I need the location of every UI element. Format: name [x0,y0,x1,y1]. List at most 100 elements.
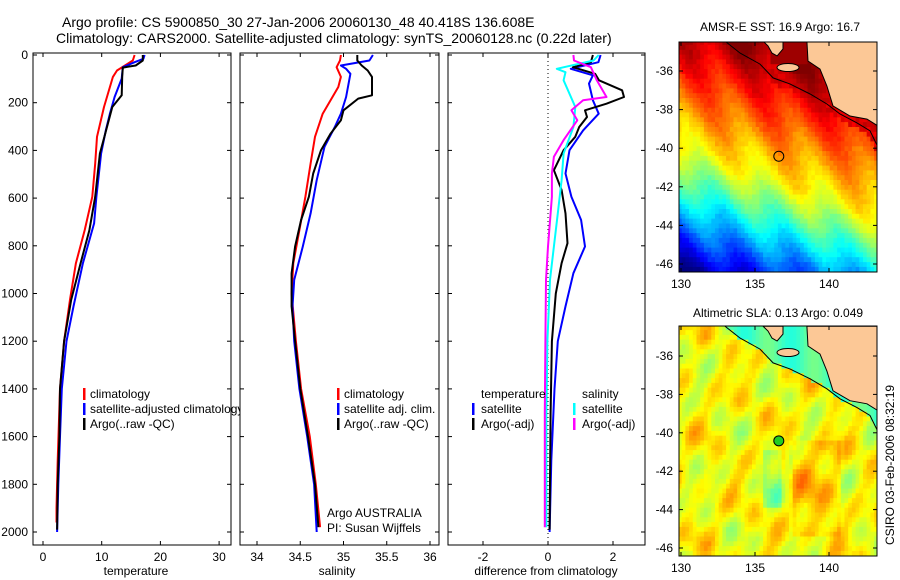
map-cell [729,536,735,542]
map-cell [814,536,820,542]
map-cell [752,464,757,470]
map-cell [826,107,831,114]
map-cell [766,194,772,200]
map-cell [726,339,731,346]
map-cell [740,373,746,379]
map-cell [711,555,716,556]
map-cell [789,382,794,389]
map-cell [703,54,709,60]
map-cell [755,180,760,186]
map-cell [829,392,834,398]
map-cell [763,440,768,446]
map-cell [718,180,723,186]
map-cell [822,363,827,370]
map-cell [696,266,701,272]
map-cell [729,459,735,466]
map-cell [752,502,757,509]
map-cell [715,387,720,394]
map-cell [818,252,823,258]
map-cell [818,117,823,123]
map-cell [718,435,723,442]
map-cell [766,382,772,389]
map-cell [822,151,827,157]
map-cell [829,180,834,186]
map-cell [844,131,849,138]
map-cell [774,526,779,533]
map-cell [740,411,746,418]
map-cell [800,454,805,461]
map-cell [685,64,690,70]
map-cell [681,435,686,442]
map-cell [700,127,705,133]
map-cell [863,242,868,249]
map-cell [774,69,779,75]
map-cell [837,204,842,210]
map-cell [692,493,698,499]
map-cell [800,555,805,556]
map-cell [685,127,690,133]
map-cell [685,180,690,186]
map-cell [826,228,831,234]
map-cell [703,98,709,104]
map-cell [759,483,764,490]
map-cell [755,49,760,56]
map-cell [763,344,768,350]
map-cell [737,44,742,51]
map-cell [685,464,690,470]
map-cell [833,242,838,249]
map-cell [781,204,786,210]
map-cell [777,209,783,215]
map-cell [814,517,820,523]
map-cell [766,155,772,162]
map-cell [822,416,827,422]
map-cell [737,155,742,162]
map-cell [681,339,686,346]
map-cell [796,209,801,215]
map-cell [855,127,860,133]
map-cell [752,59,757,65]
map-cell [777,354,783,360]
map-cell [863,175,868,181]
map-cell [711,223,716,229]
map-cell [829,127,834,133]
map-cell [703,416,709,422]
map-cell [822,478,827,485]
map-cell [774,228,779,234]
map-cell [752,536,757,542]
map-cell [740,421,746,427]
map-cell [711,344,716,350]
map-cell [789,127,794,133]
map-cell [679,117,683,123]
map-cell [707,262,712,268]
map-cell [859,141,864,147]
map-cell [781,478,786,485]
map-cell [766,93,772,99]
map-cell [774,426,779,432]
map-cell [800,184,805,191]
map-cell [679,459,683,466]
map-cell [729,387,735,394]
map-cell [851,131,857,138]
map-cell [763,242,768,249]
map-cell [789,526,794,533]
map-cell [759,252,764,258]
map-cell [726,358,731,365]
map-cell [770,469,775,475]
map-cell [718,368,723,374]
map-cell [763,339,768,346]
map-cell [800,175,805,181]
map-cell [781,326,786,331]
map-cell [785,78,790,85]
map-cell [807,151,812,157]
map-cell [763,127,768,133]
map-cell [763,78,768,85]
map-cell [685,262,690,268]
map-cell [703,175,709,181]
map-cell [811,546,816,552]
map-cell [685,42,690,46]
map-cell [814,107,820,114]
map-cell [814,69,820,75]
map-cell [785,426,790,432]
map-cell [811,498,816,504]
map-cell [729,194,735,200]
